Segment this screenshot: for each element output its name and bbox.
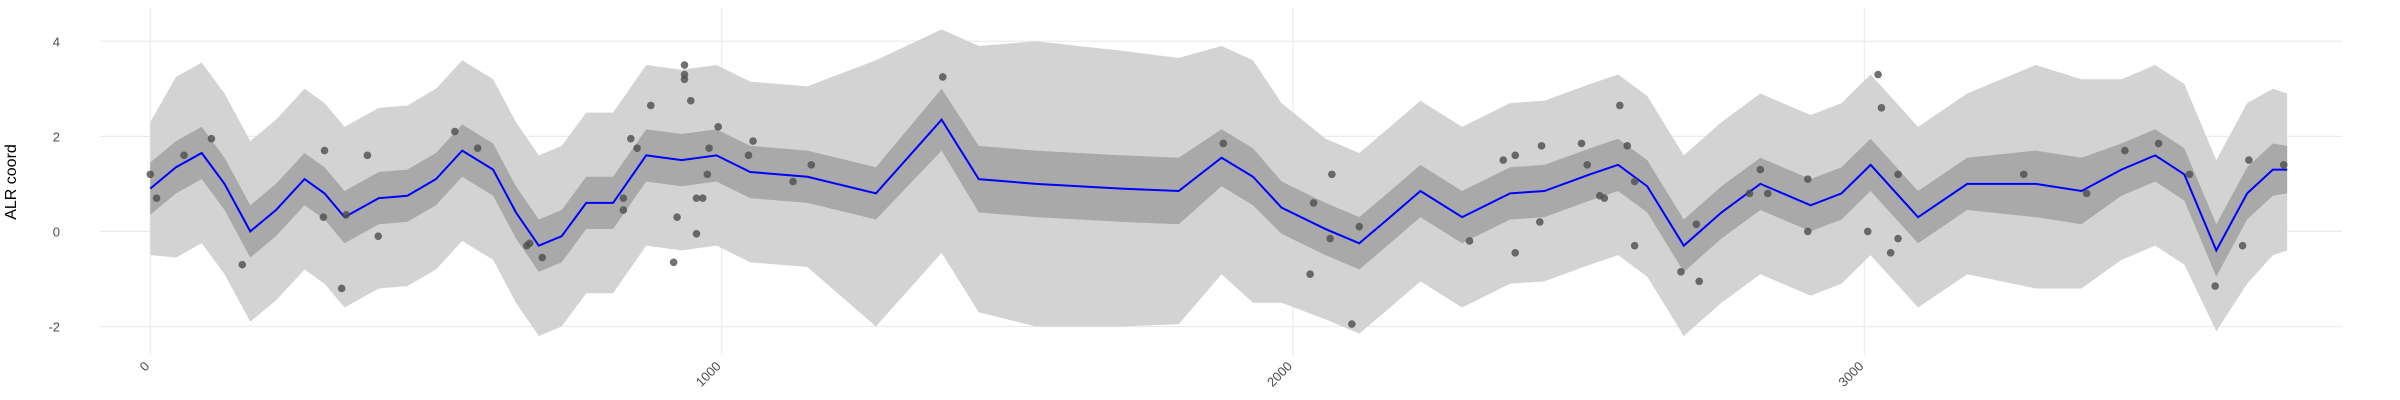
- data-point: [1763, 189, 1772, 198]
- confidence-band: [150, 88, 2288, 277]
- data-point: [1756, 165, 1765, 174]
- data-point: [1328, 170, 1336, 179]
- data-point: [669, 258, 678, 267]
- mean-line: [149, 118, 2288, 253]
- data-point: [337, 284, 346, 293]
- data-point: [207, 134, 216, 143]
- data-point: [714, 123, 723, 131]
- data-point: [686, 96, 695, 105]
- data-point: [363, 151, 372, 160]
- data-point: [626, 134, 635, 143]
- data-point: [705, 144, 713, 153]
- x-tick-label: 0: [137, 359, 153, 375]
- data-point: [619, 194, 628, 202]
- data-point: [1745, 189, 1754, 198]
- data-point: [1465, 237, 1474, 245]
- data-point: [692, 229, 701, 238]
- data-point: [1355, 222, 1364, 231]
- data-point: [1511, 151, 1520, 160]
- data-point: [692, 194, 701, 202]
- data-point: [1692, 220, 1701, 229]
- data-point: [1886, 249, 1895, 257]
- data-point: [1874, 70, 1882, 79]
- data-point: [2211, 282, 2219, 290]
- data-point: [698, 194, 707, 202]
- data-point: [538, 253, 547, 262]
- data-point: [238, 260, 247, 269]
- data-point: [1894, 170, 1902, 179]
- data-point: [1577, 139, 1586, 148]
- data-point: [1306, 270, 1314, 278]
- data-point: [1677, 268, 1685, 276]
- data-point: [1348, 320, 1356, 328]
- data-point: [525, 239, 534, 248]
- data-point: [1583, 161, 1592, 169]
- data-point: [1616, 101, 1624, 110]
- data-point: [1499, 156, 1508, 164]
- data-point: [2279, 161, 2288, 169]
- data-point: [152, 194, 161, 202]
- data-point: [473, 144, 482, 153]
- data-point: [1326, 234, 1334, 243]
- data-point: [1630, 241, 1639, 250]
- data-point: [1630, 177, 1639, 186]
- x-tick-label: 2000: [1264, 359, 1295, 390]
- data-point: [1803, 175, 1812, 183]
- data-point: [680, 61, 689, 69]
- data-point: [2082, 189, 2091, 198]
- data-point: [2238, 241, 2247, 250]
- data-point: [633, 144, 641, 153]
- data-point: [673, 213, 681, 221]
- y-tick-label: 0: [53, 224, 60, 239]
- data-point: [451, 127, 459, 136]
- data-point: [938, 73, 947, 81]
- data-point: [646, 101, 655, 110]
- data-point: [2245, 156, 2253, 164]
- data-point: [2121, 146, 2129, 155]
- data-point: [1803, 227, 1812, 236]
- y-tick-label: 2: [53, 129, 60, 144]
- x-tick-label: 1000: [693, 359, 724, 390]
- data-point: [2019, 170, 2028, 179]
- data-point: [1877, 104, 1886, 112]
- data-point: [319, 213, 328, 221]
- data-point: [749, 137, 757, 145]
- data-point: [1219, 139, 1228, 148]
- data-point: [320, 146, 329, 155]
- y-tick-label: -2: [48, 319, 60, 334]
- y-axis-label: ALR coord: [3, 144, 20, 220]
- data-point: [680, 75, 689, 84]
- data-point: [1536, 218, 1544, 226]
- data-point: [180, 151, 188, 160]
- data-point: [146, 170, 155, 179]
- data-point: [1623, 142, 1632, 150]
- data-point: [807, 161, 816, 169]
- data-point: [1511, 249, 1520, 257]
- data-point: [1537, 142, 1546, 150]
- data-point: [2185, 170, 2194, 179]
- x-tick-label: 3000: [1835, 359, 1866, 390]
- data-point: [789, 177, 797, 186]
- data-point: [374, 232, 383, 240]
- data-point: [342, 210, 351, 219]
- data-point: [744, 151, 753, 160]
- data-point: [619, 206, 628, 214]
- data-point: [1695, 277, 1704, 286]
- data-point: [2154, 139, 2163, 148]
- data-point: [1894, 234, 1902, 243]
- y-tick-label: 4: [53, 34, 60, 49]
- data-point: [1863, 227, 1872, 236]
- data-point: [703, 170, 712, 179]
- data-point: [1309, 199, 1318, 207]
- data-point: [1600, 194, 1609, 202]
